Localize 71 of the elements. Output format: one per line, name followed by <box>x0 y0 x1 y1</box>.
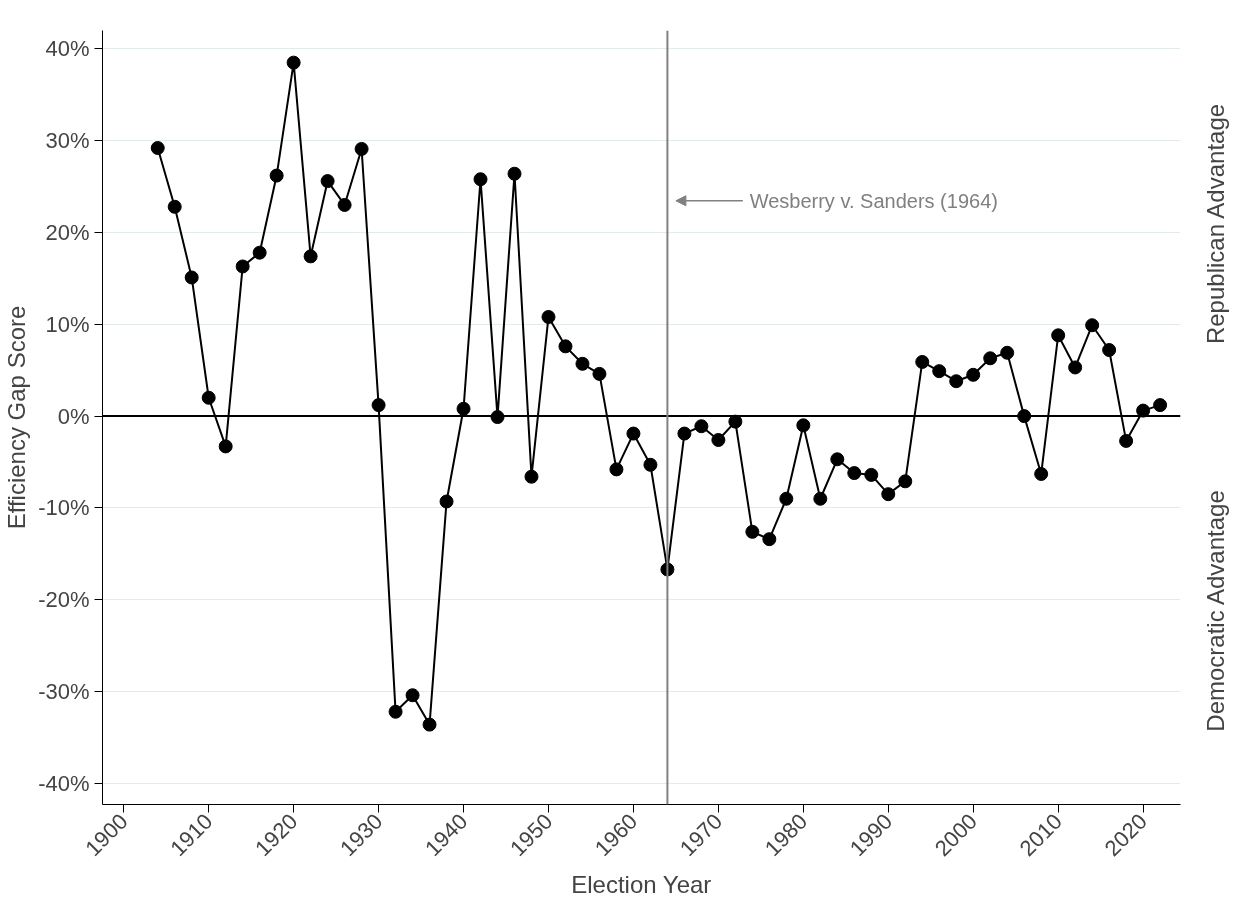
point <box>983 351 998 366</box>
y-tick-label: -40% <box>38 770 90 796</box>
point <box>286 55 301 70</box>
y-tick-label: -20% <box>38 587 90 613</box>
point <box>966 367 981 382</box>
point <box>1119 433 1134 448</box>
point <box>303 249 318 264</box>
point <box>354 141 369 156</box>
point <box>320 174 335 189</box>
point <box>949 374 964 389</box>
point <box>524 469 539 484</box>
point <box>150 141 165 156</box>
point <box>456 401 471 416</box>
point <box>1153 398 1168 413</box>
ref-line-label: Wesberry v. Sanders (1964) <box>749 189 998 212</box>
point <box>201 390 216 405</box>
y-tick-label: -30% <box>38 679 90 705</box>
point <box>677 426 692 441</box>
point <box>643 457 658 472</box>
x-axis-title: Election Year <box>571 870 712 898</box>
y-tick-label: 30% <box>45 128 90 154</box>
text: Democratic Advantage <box>1202 490 1229 732</box>
point <box>609 462 624 477</box>
point <box>745 524 760 539</box>
point <box>184 270 199 285</box>
point <box>779 491 794 506</box>
point <box>507 166 522 181</box>
point <box>1136 403 1151 418</box>
point <box>388 704 403 719</box>
point <box>439 494 454 509</box>
point <box>1085 318 1100 333</box>
point <box>864 467 879 482</box>
y-tick-label: 0% <box>57 403 90 429</box>
point <box>235 259 250 274</box>
point <box>473 172 488 187</box>
point <box>575 356 590 371</box>
point <box>881 487 896 502</box>
point <box>830 452 845 467</box>
point <box>252 245 267 260</box>
point <box>337 197 352 212</box>
point <box>1000 345 1015 360</box>
point <box>847 466 862 481</box>
point <box>796 418 811 433</box>
point <box>371 398 386 413</box>
point <box>1051 328 1066 343</box>
y-axis-title: Efficiency Gap Score <box>3 305 31 530</box>
point <box>694 419 709 434</box>
point <box>1102 343 1117 357</box>
point <box>405 688 420 703</box>
point <box>167 199 182 214</box>
point <box>1068 360 1083 375</box>
point <box>626 426 641 441</box>
text: Republican Advantage <box>1202 103 1229 345</box>
y-tick-label: 10% <box>45 311 90 337</box>
point <box>762 532 777 547</box>
point <box>558 339 573 354</box>
point <box>422 717 437 732</box>
y-tick-label: 40% <box>45 36 90 62</box>
y-tick-label: -10% <box>38 495 90 521</box>
point <box>813 491 828 506</box>
point <box>1034 466 1049 481</box>
point <box>711 433 726 447</box>
point <box>218 439 233 454</box>
point <box>898 474 913 489</box>
point <box>269 168 284 183</box>
point <box>728 414 743 429</box>
point <box>592 366 607 381</box>
point <box>915 354 930 369</box>
point <box>541 309 556 324</box>
point <box>932 364 947 379</box>
y-tick-label: 20% <box>45 219 90 245</box>
